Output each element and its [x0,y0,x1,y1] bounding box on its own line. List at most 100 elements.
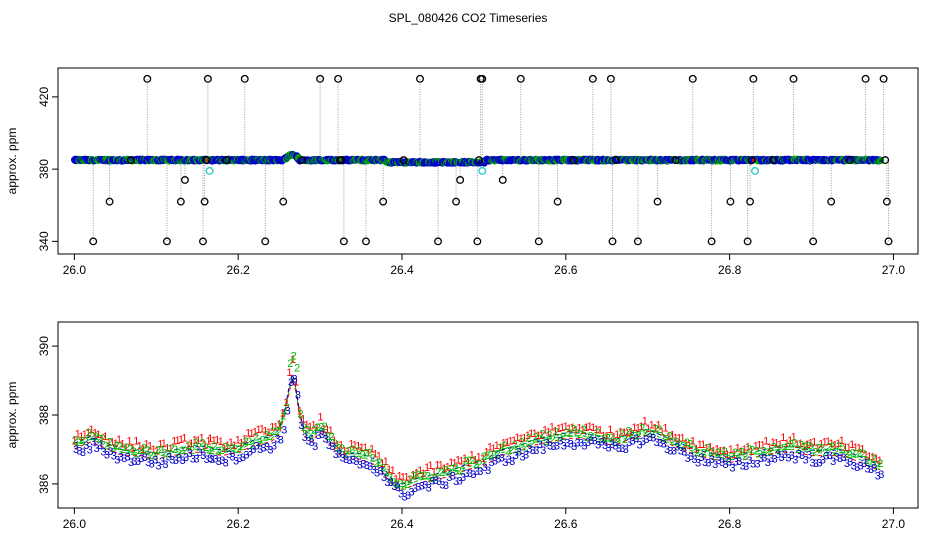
series-3-point: 3 [322,433,328,445]
series-1-point: 1 [157,438,163,450]
series-3-point: 3 [209,454,215,466]
series-3-point: 3 [571,441,577,453]
series-3-point: 3 [698,452,704,464]
series-1-point: 1 [414,467,420,479]
series-3-point: 3 [799,450,805,462]
series-1-point: 1 [497,442,503,454]
series-3-point: 3 [180,455,186,467]
series-1-point: 1 [205,435,211,447]
series-1-point: 1 [372,448,378,460]
series-2-point: 2 [107,437,113,449]
series-2-point: 2 [239,441,245,453]
series-1-point: 1 [126,435,132,447]
series-2-point: 2 [287,358,293,370]
series-2-point: 2 [670,436,676,448]
outlier-point [475,156,483,165]
series-1-point: 1 [835,438,841,450]
series-1-point: 1 [859,443,865,455]
outlier-point [534,237,543,246]
series-3-point: 3 [90,437,96,449]
series-2-point: 2 [622,434,628,446]
series-3-point: 3 [772,454,778,466]
outlier-point [884,237,893,246]
series-3-point: 3 [443,480,449,492]
series-2-point: 2 [414,469,420,481]
series-1-point: 1 [297,405,303,417]
y-tick-label: 386 [37,474,51,494]
series-2-point: 2 [206,444,212,456]
series-3-point: 3 [858,460,864,472]
series-2-point: 2 [529,439,535,451]
series-3-point: 3 [661,439,667,451]
series-3-point: 3 [104,450,110,462]
series-2-point: 2 [373,458,379,470]
series-3-point: 3 [633,433,639,445]
series-2-point: 2 [421,470,427,482]
series-1-point: 1 [321,423,327,435]
series-1-point: 1 [472,455,478,467]
outlier-point [434,237,442,246]
series-2-point: 2 [203,442,209,454]
series-1-point: 1 [102,431,108,443]
series-1-point: 1 [283,397,289,409]
series-2-point: 2 [567,428,573,440]
series-1-point: 1 [188,438,194,450]
series-3-point: 3 [716,455,722,467]
series-1-point: 1 [352,440,358,452]
series-3-point: 3 [792,455,798,467]
series-1-point: 1 [504,437,510,449]
series-1-point: 1 [195,435,201,447]
series-3-point: 3 [588,435,594,447]
outlier-point [882,197,891,206]
series-1-point: 1 [600,431,606,443]
y-tick-label: 340 [37,231,51,251]
series-1-point: 1 [286,367,292,379]
series-1-point: 1 [556,423,562,435]
series-2-point: 2 [643,427,649,439]
series-1-point: 1 [113,438,119,450]
series-2-point: 2 [574,427,580,439]
series-1-point: 1 [417,465,423,477]
series-3-point: 3 [412,483,418,495]
series-2-point: 2 [260,435,266,447]
series-1-point: 1 [421,468,427,480]
series-1-point: 1 [735,443,741,455]
series-3-point: 3 [422,480,428,492]
series-3-point: 3 [747,455,753,467]
series-2-point: 2 [495,449,501,461]
x-tick-label: 26.6 [554,517,578,531]
series-1-point: 1 [462,453,468,465]
series-3-point: 3 [470,469,476,481]
series-3-point: 3 [647,432,653,444]
series-1-point: 1 [731,449,737,461]
series-3-point: 3 [309,437,315,449]
series-1-point: 1 [863,450,869,462]
outlier-point [162,237,171,246]
series-3-point: 3 [250,444,256,456]
series-3-point: 3 [298,420,304,432]
outlier-point [881,156,890,165]
series-3-point: 3 [149,458,155,470]
series-2-point: 2 [519,436,525,448]
series-3-point: 3 [111,451,117,463]
series-2-point: 2 [273,426,279,438]
series-3-point: 3 [398,488,404,500]
outlier-point [279,197,288,206]
series-3-point: 3 [457,476,463,488]
series-2-point: 2 [698,448,704,460]
series-2-point: 2 [363,447,369,459]
series-2-point: 2 [508,444,514,456]
series-3-point: 3 [619,443,625,455]
series-2-point: 2 [853,449,859,461]
series-3-point: 3 [813,458,819,470]
series-1-point: 1 [290,354,296,366]
series-2-point: 2 [701,448,707,460]
series-3-point: 3 [809,457,815,469]
series-2-point: 2 [366,447,372,459]
series-2-point: 2 [263,429,269,441]
series-2-point: 2 [673,436,679,448]
outlier-point [608,237,617,246]
series-1-point: 1 [424,462,430,474]
series-2-point: 2 [256,437,262,449]
